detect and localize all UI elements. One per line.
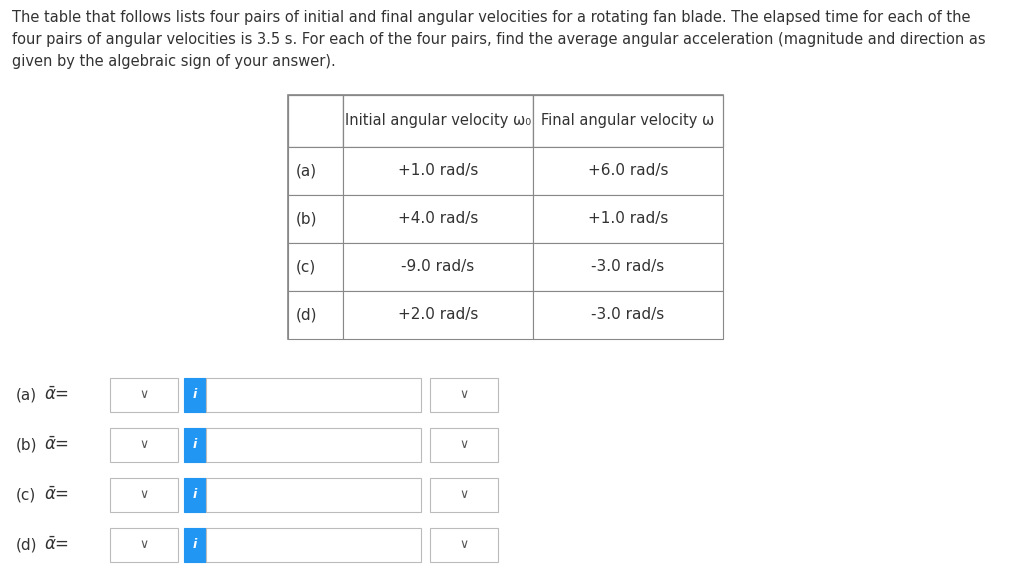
Bar <box>533 195 723 243</box>
Bar <box>110 428 178 462</box>
Text: ∨: ∨ <box>140 539 149 552</box>
Bar <box>184 478 206 512</box>
Bar <box>430 478 498 512</box>
Text: (c): (c) <box>296 259 316 275</box>
Bar <box>206 528 421 562</box>
Text: i: i <box>193 438 197 451</box>
Bar <box>343 195 533 243</box>
Text: -3.0 rad/s: -3.0 rad/s <box>591 259 665 275</box>
Text: ∨: ∨ <box>140 388 149 402</box>
Text: (a): (a) <box>16 388 37 402</box>
Text: +1.0 rad/s: +1.0 rad/s <box>398 163 478 178</box>
Bar <box>288 291 343 339</box>
Bar <box>288 195 343 243</box>
Text: ∨: ∨ <box>140 438 149 451</box>
Text: $\bar{\alpha}$=: $\bar{\alpha}$= <box>44 436 69 454</box>
Bar <box>184 428 206 462</box>
Bar <box>110 528 178 562</box>
Text: +1.0 rad/s: +1.0 rad/s <box>587 212 668 227</box>
Bar <box>533 291 723 339</box>
Text: -9.0 rad/s: -9.0 rad/s <box>401 259 475 275</box>
Bar <box>288 95 343 147</box>
Bar <box>430 428 498 462</box>
Text: i: i <box>193 489 197 501</box>
Bar <box>206 428 421 462</box>
Text: -3.0 rad/s: -3.0 rad/s <box>591 307 665 322</box>
Text: (b): (b) <box>16 437 37 452</box>
Text: (a): (a) <box>296 163 317 178</box>
Text: ∨: ∨ <box>459 438 468 451</box>
Bar <box>184 528 206 562</box>
Text: ∨: ∨ <box>459 489 468 501</box>
Text: +2.0 rad/s: +2.0 rad/s <box>398 307 478 322</box>
Text: i: i <box>193 388 197 402</box>
Bar <box>430 378 498 412</box>
Text: $\bar{\alpha}$=: $\bar{\alpha}$= <box>44 536 69 554</box>
Bar <box>110 378 178 412</box>
Bar <box>110 478 178 512</box>
Bar <box>533 95 723 147</box>
Bar <box>206 378 421 412</box>
Text: $\bar{\alpha}$=: $\bar{\alpha}$= <box>44 486 69 504</box>
Text: ∨: ∨ <box>459 539 468 552</box>
Bar <box>288 147 343 195</box>
Bar <box>533 147 723 195</box>
Text: Final angular velocity ω: Final angular velocity ω <box>542 114 714 128</box>
Bar <box>533 243 723 291</box>
Text: i: i <box>193 539 197 552</box>
Text: +6.0 rad/s: +6.0 rad/s <box>587 163 668 178</box>
Bar <box>343 147 533 195</box>
Text: (b): (b) <box>296 212 317 227</box>
Text: (d): (d) <box>16 538 37 553</box>
Text: The table that follows lists four pairs of initial and final angular velocities : The table that follows lists four pairs … <box>12 10 985 69</box>
Text: ∨: ∨ <box>459 388 468 402</box>
Text: +4.0 rad/s: +4.0 rad/s <box>398 212 478 227</box>
Bar <box>343 95 533 147</box>
Bar <box>343 291 533 339</box>
Bar <box>343 243 533 291</box>
Bar <box>184 378 206 412</box>
Text: $\bar{\alpha}$=: $\bar{\alpha}$= <box>44 386 69 404</box>
Text: (d): (d) <box>296 307 317 322</box>
Bar <box>206 478 421 512</box>
Text: (c): (c) <box>16 487 36 503</box>
Bar <box>288 243 343 291</box>
Bar <box>288 95 723 339</box>
Text: ∨: ∨ <box>140 489 149 501</box>
Bar <box>430 528 498 562</box>
Text: Initial angular velocity ω₀: Initial angular velocity ω₀ <box>345 114 531 128</box>
